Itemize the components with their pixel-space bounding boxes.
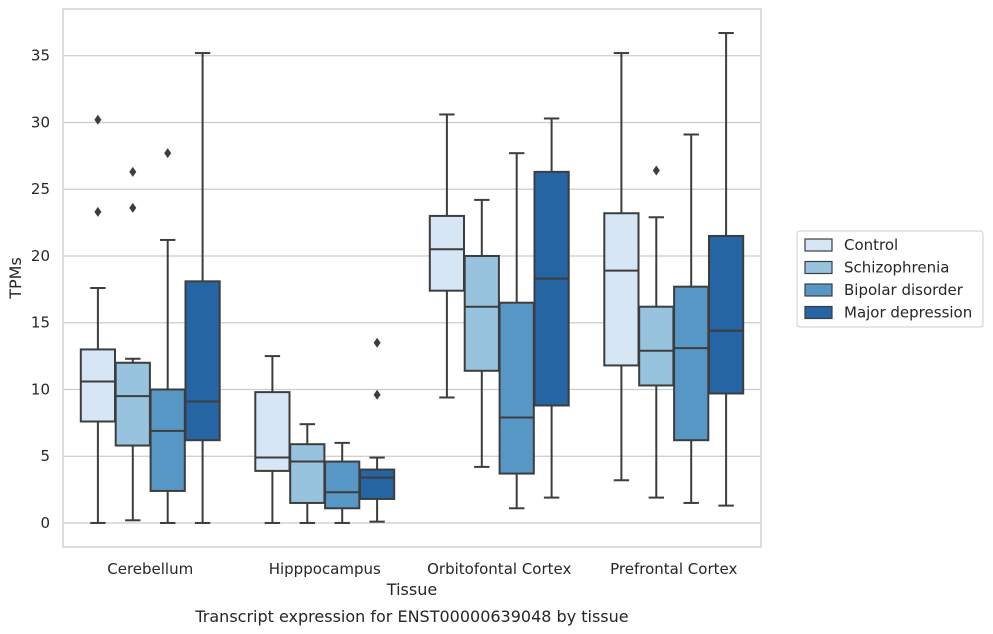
y-tick-label: 15 [31, 314, 50, 332]
y-tick-label: 30 [31, 113, 50, 131]
box [638, 305, 675, 387]
outlier-point [373, 389, 381, 400]
legend-label: Control [844, 236, 898, 254]
box [603, 212, 640, 367]
box [324, 460, 361, 510]
outlier-point [129, 202, 137, 213]
box [498, 301, 535, 475]
y-tick-label: 0 [40, 514, 50, 532]
legend-item: Major depression [804, 304, 972, 322]
box [114, 361, 151, 447]
box [79, 348, 117, 423]
box [533, 170, 570, 407]
box [289, 443, 326, 504]
legend-frame [796, 230, 984, 328]
legend-swatch [804, 238, 833, 252]
legend-swatch [804, 260, 833, 275]
y-tick-label: 25 [31, 180, 50, 198]
box-group [463, 198, 500, 468]
x-tick-label: Cerebellum [107, 560, 193, 578]
legend: Control Schizophrenia Bipolar disorder Majo… [796, 230, 984, 328]
y-tick-label: 5 [40, 447, 50, 465]
box-group [428, 113, 466, 399]
outlier-point [164, 148, 172, 159]
y-axis-label: TPMs [6, 257, 25, 300]
box [707, 234, 745, 395]
box [358, 468, 396, 500]
box [673, 285, 710, 442]
y-tick-label: 10 [31, 380, 50, 398]
box-group [114, 166, 151, 522]
legend-label: Schizophrenia [844, 259, 949, 277]
x-axis-label: Tissue [386, 580, 437, 599]
legend-swatch [804, 283, 833, 297]
box-group [707, 32, 745, 507]
boxes [79, 32, 745, 524]
outlier-point [652, 165, 660, 176]
box-group [533, 117, 570, 499]
box-group [358, 337, 396, 523]
box [184, 280, 221, 442]
box [463, 254, 500, 372]
legend-item: Schizophrenia [804, 259, 949, 277]
legend-swatch [804, 305, 833, 320]
y-tick-label: 35 [31, 47, 50, 65]
x-tick-label: Prefrontal Cortex [610, 560, 737, 578]
box-group [184, 52, 221, 524]
plot-area-frame [62, 8, 762, 548]
legend-item: Control [804, 236, 898, 254]
box [428, 214, 466, 292]
y-tick-label: 20 [31, 247, 50, 265]
x-tick-label: Hipppocampus [269, 560, 381, 578]
box-group [79, 114, 117, 524]
box [254, 391, 291, 472]
legend-item: Bipolar disorder [804, 281, 964, 299]
x-tick-label: Orbitofontal Cortex [427, 560, 571, 578]
chart-caption: Transcript expression for ENST0000063904… [194, 607, 628, 626]
y-tick-labels: 0 5 10 15 20 25 30 35 [31, 47, 50, 532]
legend-label: Bipolar disorder [844, 281, 964, 299]
legend-label: Major depression [844, 304, 972, 322]
box-group [603, 52, 640, 482]
outlier-point [94, 206, 102, 217]
box-group [254, 355, 291, 524]
outlier-point [129, 166, 137, 177]
box-group [289, 423, 326, 524]
outlier-point [373, 337, 381, 348]
box-group [324, 441, 361, 524]
outlier-point [94, 114, 102, 125]
x-tick-labels: Cerebellum Hipppocampus Orbitofontal Corte… [107, 560, 737, 578]
box [149, 388, 186, 492]
